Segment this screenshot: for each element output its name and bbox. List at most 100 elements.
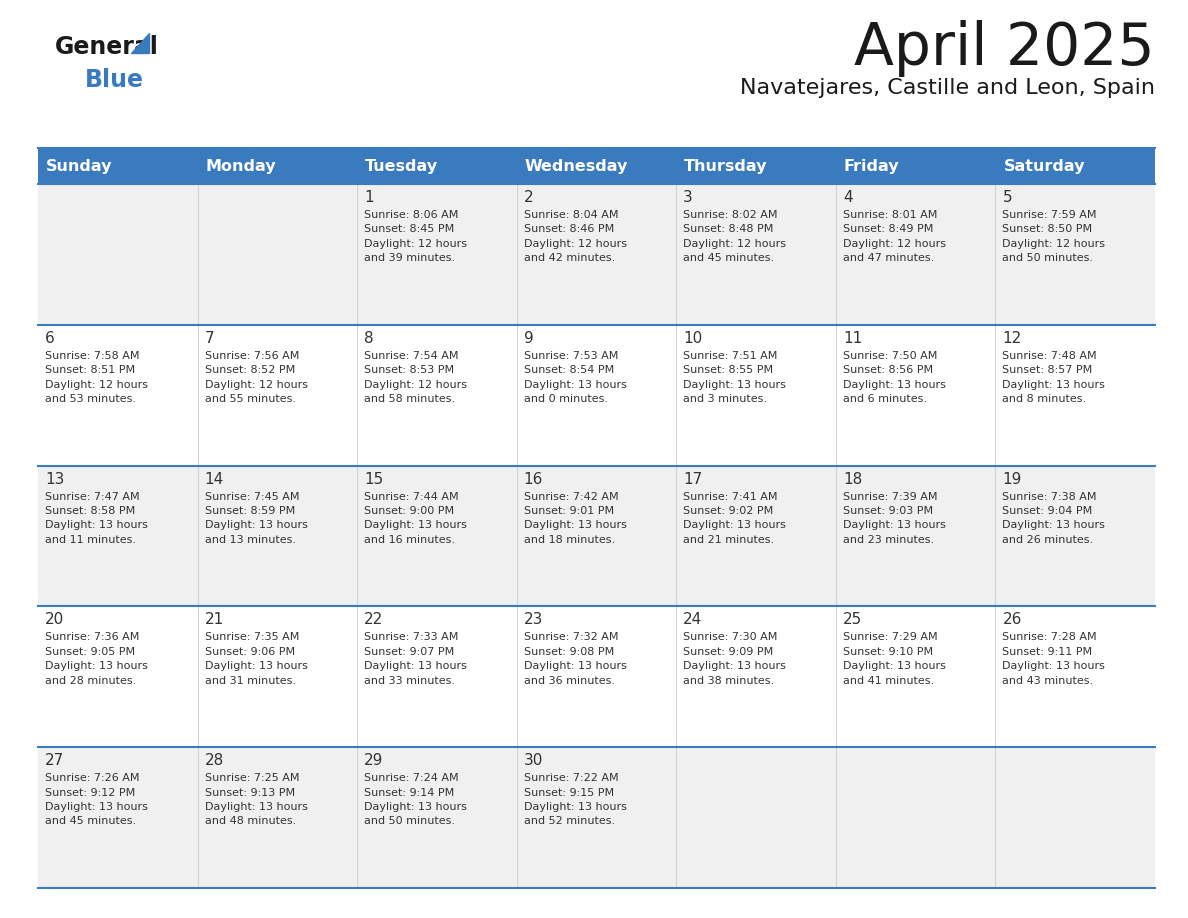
Bar (836, 747, 996, 888)
Text: Sunrise: 7:56 AM
Sunset: 8:52 PM
Daylight: 12 hours
and 55 minutes.: Sunrise: 7:56 AM Sunset: 8:52 PM Dayligh… (204, 351, 308, 404)
Text: Saturday: Saturday (1004, 159, 1085, 174)
Bar (358, 184, 517, 325)
Text: Sunrise: 7:32 AM
Sunset: 9:08 PM
Daylight: 13 hours
and 36 minutes.: Sunrise: 7:32 AM Sunset: 9:08 PM Dayligh… (524, 633, 626, 686)
Bar (197, 747, 358, 888)
Text: Sunrise: 7:36 AM
Sunset: 9:05 PM
Daylight: 13 hours
and 28 minutes.: Sunrise: 7:36 AM Sunset: 9:05 PM Dayligh… (45, 633, 147, 686)
Bar (676, 747, 836, 888)
Text: 22: 22 (365, 612, 384, 627)
Text: Tuesday: Tuesday (365, 159, 438, 174)
Text: 17: 17 (683, 472, 702, 487)
Text: Sunrise: 7:53 AM
Sunset: 8:54 PM
Daylight: 13 hours
and 0 minutes.: Sunrise: 7:53 AM Sunset: 8:54 PM Dayligh… (524, 351, 626, 404)
Text: Sunrise: 7:47 AM
Sunset: 8:58 PM
Daylight: 13 hours
and 11 minutes.: Sunrise: 7:47 AM Sunset: 8:58 PM Dayligh… (45, 492, 147, 544)
Text: 21: 21 (204, 612, 223, 627)
Bar (358, 325, 517, 465)
Bar (996, 184, 1155, 325)
Text: 7: 7 (204, 330, 214, 346)
Text: General: General (55, 35, 159, 59)
Text: Sunrise: 7:44 AM
Sunset: 9:00 PM
Daylight: 13 hours
and 16 minutes.: Sunrise: 7:44 AM Sunset: 9:00 PM Dayligh… (365, 492, 467, 544)
Text: Wednesday: Wednesday (525, 159, 628, 174)
Bar (996, 607, 1155, 747)
Text: 20: 20 (45, 612, 64, 627)
Text: Sunrise: 7:22 AM
Sunset: 9:15 PM
Daylight: 13 hours
and 52 minutes.: Sunrise: 7:22 AM Sunset: 9:15 PM Dayligh… (524, 773, 626, 826)
Text: 18: 18 (842, 472, 862, 487)
Text: Sunrise: 7:39 AM
Sunset: 9:03 PM
Daylight: 13 hours
and 23 minutes.: Sunrise: 7:39 AM Sunset: 9:03 PM Dayligh… (842, 492, 946, 544)
Bar (676, 465, 836, 607)
Bar (38, 148, 1155, 184)
Text: 5: 5 (1003, 190, 1012, 205)
Bar (676, 325, 836, 465)
Text: Sunrise: 7:24 AM
Sunset: 9:14 PM
Daylight: 13 hours
and 50 minutes.: Sunrise: 7:24 AM Sunset: 9:14 PM Dayligh… (365, 773, 467, 826)
Bar (517, 184, 676, 325)
Bar (836, 325, 996, 465)
Text: Sunrise: 7:29 AM
Sunset: 9:10 PM
Daylight: 13 hours
and 41 minutes.: Sunrise: 7:29 AM Sunset: 9:10 PM Dayligh… (842, 633, 946, 686)
Bar (676, 184, 836, 325)
Text: 4: 4 (842, 190, 853, 205)
Text: Sunrise: 7:33 AM
Sunset: 9:07 PM
Daylight: 13 hours
and 33 minutes.: Sunrise: 7:33 AM Sunset: 9:07 PM Dayligh… (365, 633, 467, 686)
Bar (996, 747, 1155, 888)
Text: 15: 15 (365, 472, 384, 487)
Bar (517, 747, 676, 888)
Text: 9: 9 (524, 330, 533, 346)
Text: 30: 30 (524, 753, 543, 768)
Text: Sunrise: 7:50 AM
Sunset: 8:56 PM
Daylight: 13 hours
and 6 minutes.: Sunrise: 7:50 AM Sunset: 8:56 PM Dayligh… (842, 351, 946, 404)
Bar (358, 607, 517, 747)
Bar (38, 747, 197, 888)
Polygon shape (131, 33, 148, 53)
Text: 12: 12 (1003, 330, 1022, 346)
Bar (358, 747, 517, 888)
Text: 3: 3 (683, 190, 693, 205)
Text: 24: 24 (683, 612, 702, 627)
Bar (517, 325, 676, 465)
Text: Sunrise: 7:26 AM
Sunset: 9:12 PM
Daylight: 13 hours
and 45 minutes.: Sunrise: 7:26 AM Sunset: 9:12 PM Dayligh… (45, 773, 147, 826)
Bar (676, 607, 836, 747)
Text: Friday: Friday (843, 159, 899, 174)
Bar (38, 184, 197, 325)
Text: Sunrise: 7:30 AM
Sunset: 9:09 PM
Daylight: 13 hours
and 38 minutes.: Sunrise: 7:30 AM Sunset: 9:09 PM Dayligh… (683, 633, 786, 686)
Text: April 2025: April 2025 (854, 20, 1155, 77)
Text: Sunrise: 8:01 AM
Sunset: 8:49 PM
Daylight: 12 hours
and 47 minutes.: Sunrise: 8:01 AM Sunset: 8:49 PM Dayligh… (842, 210, 946, 263)
Bar (836, 184, 996, 325)
Text: 16: 16 (524, 472, 543, 487)
Bar (197, 465, 358, 607)
Text: Sunrise: 8:02 AM
Sunset: 8:48 PM
Daylight: 12 hours
and 45 minutes.: Sunrise: 8:02 AM Sunset: 8:48 PM Dayligh… (683, 210, 786, 263)
Text: Monday: Monday (206, 159, 276, 174)
Text: 25: 25 (842, 612, 862, 627)
Bar (996, 465, 1155, 607)
Text: Sunrise: 7:28 AM
Sunset: 9:11 PM
Daylight: 13 hours
and 43 minutes.: Sunrise: 7:28 AM Sunset: 9:11 PM Dayligh… (1003, 633, 1105, 686)
Text: Sunrise: 7:48 AM
Sunset: 8:57 PM
Daylight: 13 hours
and 8 minutes.: Sunrise: 7:48 AM Sunset: 8:57 PM Dayligh… (1003, 351, 1105, 404)
Bar (197, 184, 358, 325)
Text: Sunrise: 7:59 AM
Sunset: 8:50 PM
Daylight: 12 hours
and 50 minutes.: Sunrise: 7:59 AM Sunset: 8:50 PM Dayligh… (1003, 210, 1105, 263)
Text: 19: 19 (1003, 472, 1022, 487)
Bar (38, 465, 197, 607)
Text: Sunrise: 7:38 AM
Sunset: 9:04 PM
Daylight: 13 hours
and 26 minutes.: Sunrise: 7:38 AM Sunset: 9:04 PM Dayligh… (1003, 492, 1105, 544)
Bar (197, 325, 358, 465)
Text: Sunrise: 7:51 AM
Sunset: 8:55 PM
Daylight: 13 hours
and 3 minutes.: Sunrise: 7:51 AM Sunset: 8:55 PM Dayligh… (683, 351, 786, 404)
Text: Sunrise: 7:45 AM
Sunset: 8:59 PM
Daylight: 13 hours
and 13 minutes.: Sunrise: 7:45 AM Sunset: 8:59 PM Dayligh… (204, 492, 308, 544)
Bar (38, 325, 197, 465)
Text: Sunrise: 7:25 AM
Sunset: 9:13 PM
Daylight: 13 hours
and 48 minutes.: Sunrise: 7:25 AM Sunset: 9:13 PM Dayligh… (204, 773, 308, 826)
Bar (358, 465, 517, 607)
Text: 2: 2 (524, 190, 533, 205)
Text: 11: 11 (842, 330, 862, 346)
Text: 28: 28 (204, 753, 223, 768)
Text: Thursday: Thursday (684, 159, 767, 174)
Text: Sunday: Sunday (46, 159, 113, 174)
Bar (836, 607, 996, 747)
Text: 1: 1 (365, 190, 374, 205)
Bar (996, 325, 1155, 465)
Text: 6: 6 (45, 330, 55, 346)
Text: Sunrise: 7:54 AM
Sunset: 8:53 PM
Daylight: 12 hours
and 58 minutes.: Sunrise: 7:54 AM Sunset: 8:53 PM Dayligh… (365, 351, 467, 404)
Text: 14: 14 (204, 472, 223, 487)
Text: 27: 27 (45, 753, 64, 768)
Bar (836, 465, 996, 607)
Text: 10: 10 (683, 330, 702, 346)
Text: Blue: Blue (86, 68, 144, 92)
Text: 26: 26 (1003, 612, 1022, 627)
Bar (38, 607, 197, 747)
Text: 8: 8 (365, 330, 374, 346)
Bar (197, 607, 358, 747)
Text: Sunrise: 7:58 AM
Sunset: 8:51 PM
Daylight: 12 hours
and 53 minutes.: Sunrise: 7:58 AM Sunset: 8:51 PM Dayligh… (45, 351, 148, 404)
Text: Sunrise: 8:04 AM
Sunset: 8:46 PM
Daylight: 12 hours
and 42 minutes.: Sunrise: 8:04 AM Sunset: 8:46 PM Dayligh… (524, 210, 627, 263)
Bar (517, 607, 676, 747)
Text: 13: 13 (45, 472, 64, 487)
